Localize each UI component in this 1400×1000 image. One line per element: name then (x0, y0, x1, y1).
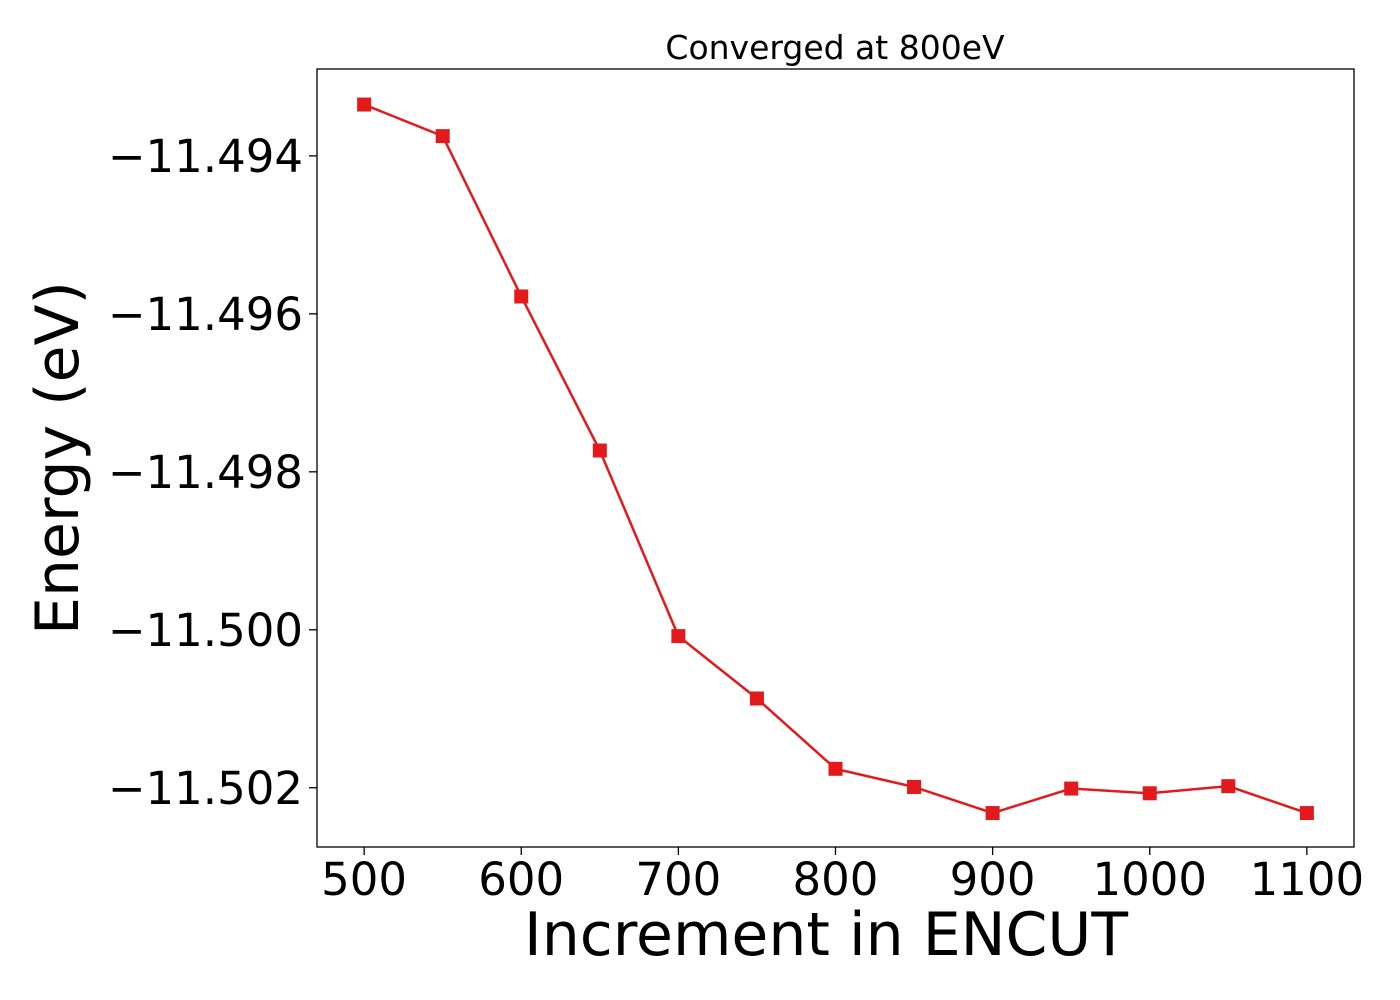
y-tick-label: −11.494 (108, 130, 303, 183)
data-point (1221, 779, 1236, 794)
plot-frame (316, 68, 1355, 848)
x-tick-label: 900 (950, 853, 1036, 906)
y-axis-label: Energy (eV) (23, 281, 93, 635)
data-point (907, 779, 922, 794)
x-tick-label: 1100 (1250, 853, 1365, 906)
data-point (592, 443, 607, 458)
data-point (985, 806, 1000, 821)
chart-title: Converged at 800eV (665, 28, 1005, 67)
data-point (1142, 786, 1157, 801)
x-tick-label: 700 (635, 853, 721, 906)
data-point (1299, 806, 1314, 821)
y-tick-label: −11.496 (108, 288, 303, 341)
y-tick-label: −11.498 (108, 446, 303, 499)
x-axis-label: Increment in ENCUT (524, 900, 1128, 970)
data-point (435, 129, 450, 144)
data-point (671, 629, 686, 644)
x-tick-label: 500 (321, 853, 407, 906)
data-point (1064, 781, 1079, 796)
x-tick-label: 1000 (1092, 853, 1207, 906)
data-point (749, 691, 764, 706)
x-tick-label: 600 (478, 853, 564, 906)
data-point (357, 97, 372, 112)
data-point (828, 761, 843, 776)
data-point (514, 289, 529, 304)
y-tick-label: −11.502 (108, 762, 303, 815)
plot-area: 500 600 700 800 900 1000 1100 −11.494 −11.496 −11… (108, 68, 1365, 906)
y-tick-label: −11.500 (108, 604, 303, 657)
x-tick-label: 800 (793, 853, 879, 906)
series-line (363, 103, 1308, 815)
